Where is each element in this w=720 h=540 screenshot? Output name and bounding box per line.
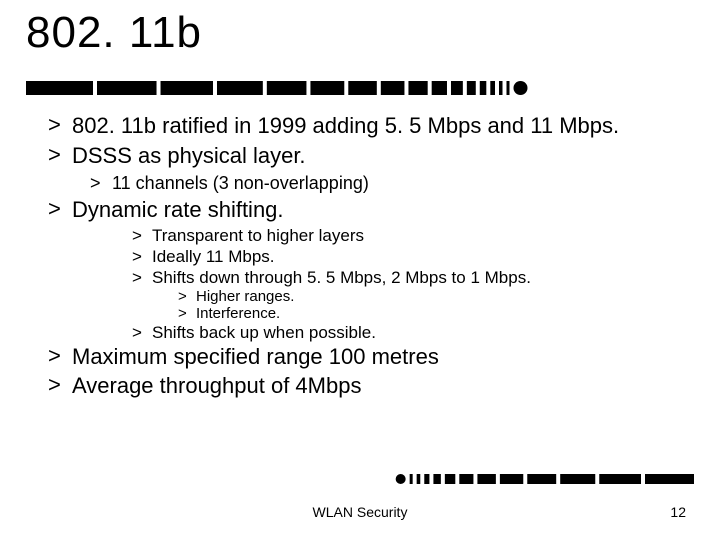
bullet-level-1: >802. 11b ratified in 1999 adding 5. 5 M… bbox=[48, 112, 688, 140]
bullet-marker: > bbox=[132, 323, 152, 343]
bullet-text: Shifts down through 5. 5 Mbps, 2 Mbps to… bbox=[152, 268, 531, 288]
footer-text: WLAN Security bbox=[0, 504, 720, 520]
bullet-level-3: >Shifts down through 5. 5 Mbps, 2 Mbps t… bbox=[132, 268, 688, 288]
bullet-marker: > bbox=[48, 343, 72, 371]
bullet-level-3: >Transparent to higher layers bbox=[132, 226, 688, 246]
bullet-text: Dynamic rate shifting. bbox=[72, 196, 284, 224]
bullet-marker: > bbox=[48, 372, 72, 400]
bullet-level-2: >11 channels (3 non-overlapping) bbox=[90, 173, 688, 194]
slide-title: 802. 11b bbox=[26, 8, 202, 58]
bullet-text: Higher ranges. bbox=[196, 288, 294, 305]
bullet-level-3: >Shifts back up when possible. bbox=[132, 323, 688, 343]
bullet-text: DSSS as physical layer. bbox=[72, 142, 306, 170]
bullet-text: Transparent to higher layers bbox=[152, 226, 364, 246]
bullet-text: Shifts back up when possible. bbox=[152, 323, 376, 343]
bullet-list: >802. 11b ratified in 1999 adding 5. 5 M… bbox=[48, 112, 688, 402]
bullet-level-1: >Maximum specified range 100 metres bbox=[48, 343, 688, 371]
page-number: 12 bbox=[670, 504, 686, 520]
bullet-marker: > bbox=[48, 112, 72, 140]
bullet-text: Maximum specified range 100 metres bbox=[72, 343, 439, 371]
bullet-text: Interference. bbox=[196, 305, 280, 322]
bullet-text: Ideally 11 Mbps. bbox=[152, 247, 275, 267]
bullet-text: Average throughput of 4Mbps bbox=[72, 372, 361, 400]
bullet-text: 11 channels (3 non-overlapping) bbox=[112, 173, 369, 194]
bullet-marker: > bbox=[132, 268, 152, 288]
bullet-text: 802. 11b ratified in 1999 adding 5. 5 Mb… bbox=[72, 112, 619, 140]
bullet-level-4: >Interference. bbox=[178, 305, 688, 322]
bullet-marker: > bbox=[90, 173, 112, 194]
bullet-marker: > bbox=[132, 226, 152, 246]
bullet-marker: > bbox=[48, 196, 72, 224]
bullet-level-1: >DSSS as physical layer. bbox=[48, 142, 688, 170]
separator-top bbox=[26, 76, 694, 100]
separator-bottom bbox=[26, 470, 694, 488]
bullet-marker: > bbox=[178, 288, 196, 305]
bullet-level-1: >Average throughput of 4Mbps bbox=[48, 372, 688, 400]
bullet-marker: > bbox=[178, 305, 196, 322]
bullet-marker: > bbox=[132, 247, 152, 267]
bullet-level-1: >Dynamic rate shifting. bbox=[48, 196, 688, 224]
bullet-level-3: >Ideally 11 Mbps. bbox=[132, 247, 688, 267]
bullet-level-4: >Higher ranges. bbox=[178, 288, 688, 305]
bullet-marker: > bbox=[48, 142, 72, 170]
